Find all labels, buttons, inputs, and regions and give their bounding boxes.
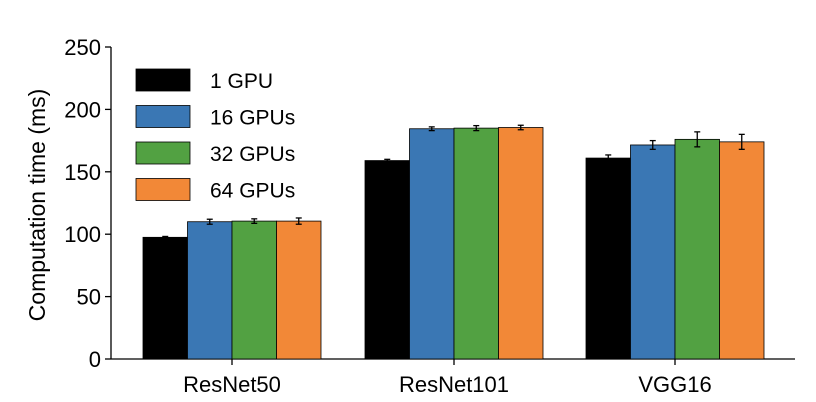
bar-vgg16-1-gpu: [585, 157, 631, 360]
bar-vgg16-32-gpus: [674, 138, 720, 360]
legend-swatch: [135, 68, 191, 92]
bar-resnet50-32-gpus: [231, 220, 277, 360]
x-tick-label: VGG16: [638, 372, 711, 397]
bar-resnet50-16-gpus: [187, 221, 233, 360]
legend-item: 16 GPUs: [135, 105, 295, 130]
bar-vgg16-64-gpus: [719, 141, 765, 360]
y-axis: 0 50 100 150 200 250: [64, 35, 112, 372]
y-tick-label: 200: [64, 97, 101, 122]
y-tick-label: 0: [89, 347, 101, 372]
error-bar: [605, 154, 612, 162]
x-tick-label: ResNet101: [399, 372, 509, 397]
bar-vgg16-16-gpus: [630, 144, 676, 360]
error-bar: [295, 217, 302, 225]
error-bar: [428, 126, 435, 132]
bar-resnet101-32-gpus: [453, 127, 499, 360]
y-tick-label: 100: [64, 222, 101, 247]
error-bar: [206, 218, 213, 225]
legend-item: 64 GPUs: [135, 178, 295, 203]
bars: [142, 124, 765, 360]
y-tick-label: 50: [77, 285, 101, 310]
legend-item: 32 GPUs: [135, 141, 295, 166]
error-bar: [649, 139, 656, 150]
bar-resnet101-1-gpu: [364, 160, 410, 360]
legend-item: 1 GPU: [135, 68, 273, 93]
bar-resnet101-64-gpus: [498, 127, 544, 360]
y-axis-label: Computation time (ms): [24, 89, 50, 322]
x-axis: ResNet50 ResNet101 VGG16: [111, 358, 795, 397]
error-bar: [162, 235, 169, 239]
legend-label: 1 GPU: [210, 70, 273, 93]
legend-swatch: [135, 105, 191, 128]
error-bar: [251, 218, 258, 224]
bar-resnet50-64-gpus: [276, 220, 322, 360]
error-bar: [517, 124, 524, 131]
error-bar: [738, 133, 745, 150]
bar-resnet50-1-gpu: [142, 236, 188, 360]
x-tick-label: ResNet50: [183, 372, 281, 397]
error-bar: [384, 158, 391, 163]
error-bar: [694, 131, 701, 148]
y-tick-label: 150: [64, 160, 101, 185]
error-bar: [473, 124, 480, 132]
legend-label: 16 GPUs: [210, 107, 295, 130]
bar-resnet101-16-gpus: [409, 128, 455, 360]
legend-label: 32 GPUs: [210, 143, 295, 166]
legend-swatch: [135, 141, 191, 165]
legend: 1 GPU 16 GPUs 32 GPUs 64 GPUs: [135, 68, 295, 203]
legend-label: 64 GPUs: [210, 180, 295, 203]
legend-swatch: [135, 178, 191, 201]
y-tick-label: 250: [64, 35, 101, 60]
